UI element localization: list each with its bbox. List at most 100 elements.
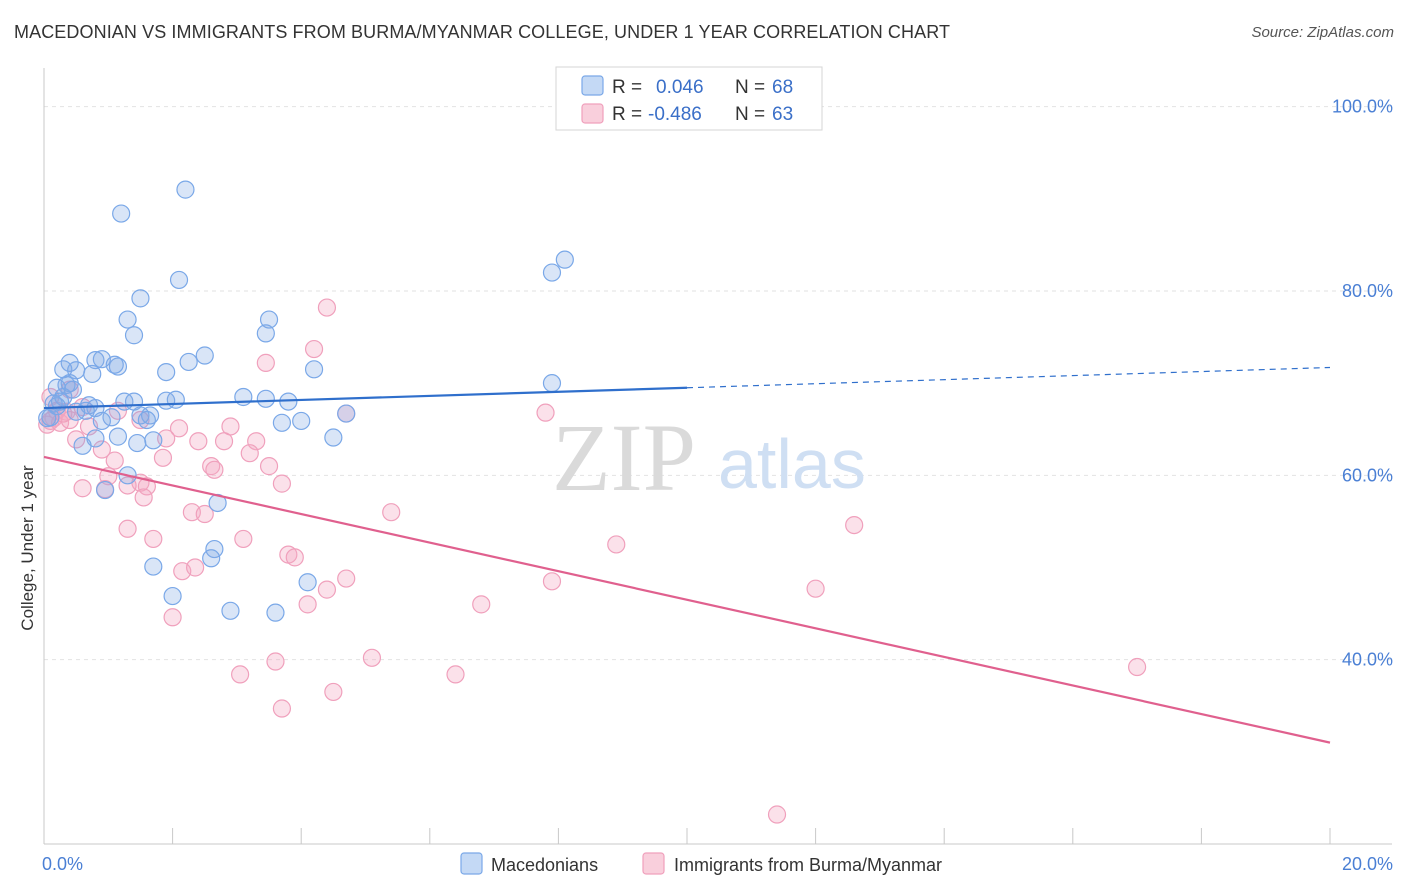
data-point-macedonians — [266, 603, 285, 622]
data-point-immigrants — [285, 548, 304, 567]
data-point-macedonians — [102, 408, 121, 427]
data-point-immigrants — [205, 460, 224, 479]
data-point-immigrants — [234, 529, 253, 549]
data-point-immigrants — [240, 444, 259, 463]
data-point-immigrants — [1127, 657, 1147, 677]
data-point-immigrants — [256, 353, 275, 372]
data-point-immigrants — [324, 682, 343, 702]
data-point-immigrants — [195, 504, 214, 524]
bottom-legend: Macedonians Immigrants from Burma/Myanma… — [460, 852, 942, 875]
legend: R = 0.046 N = 68 R = -0.486 N = 63 — [555, 66, 823, 131]
data-point-immigrants — [845, 515, 864, 535]
data-point-immigrants — [446, 665, 465, 684]
data-point-immigrants — [767, 805, 787, 824]
data-point-immigrants — [272, 699, 292, 718]
bottom-legend-macedonians: Macedonians — [491, 855, 598, 875]
data-point-immigrants — [607, 535, 626, 554]
data-point-immigrants — [231, 665, 250, 684]
legend-r-label-1: R = — [612, 77, 642, 98]
data-point-macedonians — [169, 270, 189, 290]
data-point-macedonians — [179, 352, 198, 372]
data-point-immigrants — [337, 569, 356, 588]
data-point-immigrants — [92, 440, 111, 459]
data-point-immigrants — [214, 432, 234, 451]
data-point-immigrants — [144, 529, 163, 549]
legend-swatch-blue — [581, 75, 604, 96]
data-point-macedonians — [60, 353, 79, 372]
data-point-macedonians — [83, 364, 102, 384]
data-point-macedonians — [166, 390, 185, 409]
data-point-macedonians — [542, 263, 562, 282]
data-point-immigrants — [118, 476, 137, 495]
data-point-macedonians — [118, 310, 137, 329]
bottom-legend-swatch-pink — [642, 852, 665, 875]
data-point-macedonians — [256, 389, 275, 408]
data-point-macedonians — [112, 204, 131, 223]
trend-line-macedonians — [43, 386, 688, 410]
legend-n-label-2: N = — [735, 104, 765, 125]
data-point-immigrants — [73, 479, 92, 498]
trend-lines — [43, 366, 1331, 744]
legend-n-value-1: 68 — [772, 77, 793, 98]
data-point-immigrants — [382, 503, 401, 522]
axis-layer: 40.0% 60.0% 80.0% 100.0% 0.0% 20.0% — [42, 68, 1393, 874]
legend-r-value-1: 0.046 — [656, 77, 704, 98]
bottom-legend-swatch-blue — [460, 852, 483, 875]
series-immigrants-points — [38, 298, 1147, 824]
legend-r-value-2: -0.486 — [648, 104, 702, 125]
data-point-macedonians — [221, 601, 240, 620]
trend-line-immigrants — [43, 455, 1331, 744]
data-point-macedonians — [259, 310, 279, 329]
grid-layer — [44, 106, 1392, 661]
trend-line-macedonians-extension — [686, 366, 1331, 389]
data-point-macedonians — [73, 436, 92, 455]
data-point-immigrants — [317, 580, 337, 599]
data-point-macedonians — [157, 362, 176, 382]
data-point-immigrants — [259, 457, 279, 476]
x-tick-label: 0.0% — [42, 854, 83, 874]
data-point-immigrants — [186, 558, 205, 577]
y-tick-label: 80.0% — [1342, 281, 1393, 301]
legend-swatch-pink — [581, 103, 604, 124]
data-point-macedonians — [124, 326, 144, 345]
data-point-macedonians — [272, 413, 292, 432]
data-point-macedonians — [108, 357, 128, 376]
data-point-macedonians — [95, 480, 115, 500]
data-point-macedonians — [298, 573, 317, 592]
data-point-macedonians — [176, 180, 195, 199]
data-point-immigrants — [67, 430, 86, 449]
data-point-immigrants — [189, 432, 208, 451]
data-point-macedonians — [137, 410, 156, 430]
series-macedonians-points — [38, 180, 574, 622]
data-point-immigrants — [153, 448, 173, 467]
data-point-macedonians — [144, 431, 163, 450]
legend-n-label-1: N = — [735, 77, 765, 98]
data-point-immigrants — [472, 595, 491, 614]
watermark-atlas: atlas — [718, 425, 866, 503]
y-axis-label: College, Under 1 year — [18, 465, 37, 631]
data-point-immigrants — [118, 519, 137, 538]
data-point-immigrants — [304, 339, 324, 359]
data-point-macedonians — [195, 346, 214, 365]
data-point-macedonians — [163, 586, 182, 606]
data-point-macedonians — [202, 549, 221, 568]
data-point-macedonians — [324, 428, 343, 447]
data-point-macedonians — [105, 355, 124, 374]
x-tick-label: 20.0% — [1342, 854, 1393, 874]
data-point-macedonians — [542, 374, 562, 393]
data-point-immigrants — [131, 410, 150, 430]
bottom-legend-immigrants: Immigrants from Burma/Myanmar — [674, 855, 942, 875]
data-point-immigrants — [266, 652, 285, 671]
data-point-immigrants — [298, 595, 317, 614]
data-point-immigrants — [542, 572, 562, 591]
data-point-immigrants — [163, 608, 182, 627]
y-tick-label: 100.0% — [1332, 97, 1393, 117]
data-point-immigrants — [317, 298, 337, 317]
data-point-macedonians — [63, 380, 83, 399]
data-point-macedonians — [337, 404, 356, 423]
data-point-macedonians — [131, 289, 150, 308]
data-point-macedonians — [128, 433, 147, 453]
legend-n-value-2: 63 — [772, 104, 793, 125]
data-point-macedonians — [304, 360, 324, 379]
watermark: ZIP atlas — [552, 404, 866, 511]
